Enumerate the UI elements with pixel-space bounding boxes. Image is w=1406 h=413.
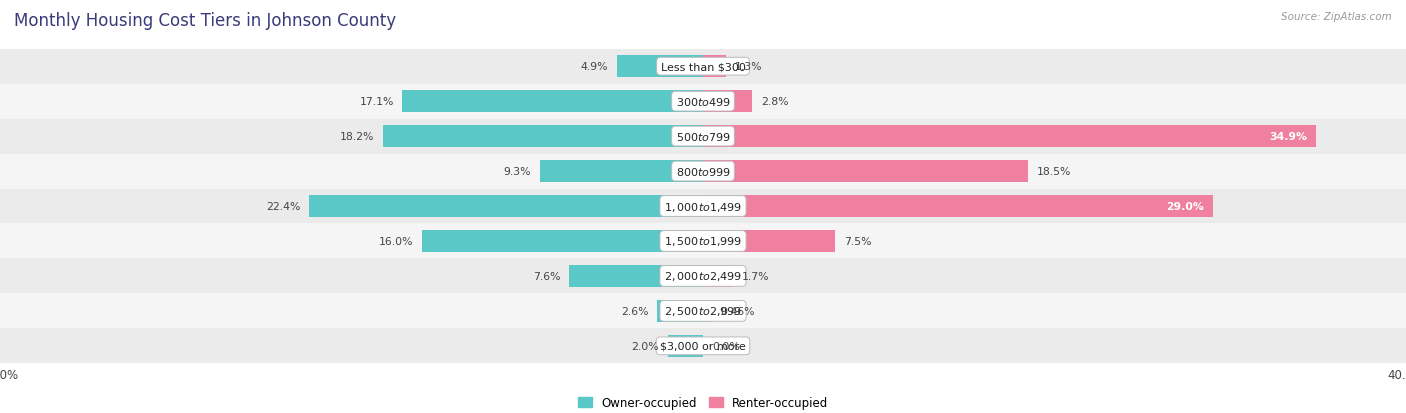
Bar (402, 91, 703, 113)
Bar (703, 196, 1212, 217)
Text: 34.9%: 34.9% (1270, 132, 1308, 142)
Text: 1.7%: 1.7% (742, 271, 769, 281)
Text: $1,500 to $1,999: $1,500 to $1,999 (664, 235, 742, 248)
Text: $2,500 to $2,999: $2,500 to $2,999 (664, 305, 742, 318)
Bar (617, 56, 703, 78)
Text: $300 to $499: $300 to $499 (675, 96, 731, 108)
Text: 7.6%: 7.6% (533, 271, 561, 281)
Bar (703, 56, 725, 78)
Text: $800 to $999: $800 to $999 (675, 166, 731, 178)
Bar (0, 224, 1406, 259)
Text: Monthly Housing Cost Tiers in Johnson County: Monthly Housing Cost Tiers in Johnson Co… (14, 12, 396, 30)
Text: $2,000 to $2,499: $2,000 to $2,499 (664, 270, 742, 283)
Text: Source: ZipAtlas.com: Source: ZipAtlas.com (1281, 12, 1392, 22)
Text: 7.5%: 7.5% (844, 236, 872, 247)
Bar (422, 230, 703, 252)
Text: $3,000 or more: $3,000 or more (661, 341, 745, 351)
Text: 0.0%: 0.0% (711, 341, 740, 351)
Bar (0, 259, 1406, 294)
Bar (668, 335, 703, 357)
Text: 17.1%: 17.1% (360, 97, 394, 107)
Bar (569, 266, 703, 287)
Text: 9.3%: 9.3% (503, 166, 531, 177)
Text: 0.46%: 0.46% (720, 306, 755, 316)
Bar (703, 266, 733, 287)
Bar (540, 161, 703, 183)
Bar (703, 91, 752, 113)
Legend: Owner-occupied, Renter-occupied: Owner-occupied, Renter-occupied (572, 392, 834, 413)
Bar (703, 300, 711, 322)
Text: 18.5%: 18.5% (1038, 166, 1071, 177)
Bar (0, 119, 1406, 154)
Bar (0, 329, 1406, 363)
Bar (309, 196, 703, 217)
Bar (0, 294, 1406, 329)
Bar (0, 154, 1406, 189)
Text: 4.9%: 4.9% (581, 62, 609, 72)
Bar (382, 126, 703, 147)
Text: Less than $300: Less than $300 (661, 62, 745, 72)
Text: 2.8%: 2.8% (761, 97, 789, 107)
Bar (0, 84, 1406, 119)
Text: 2.0%: 2.0% (631, 341, 659, 351)
Bar (0, 189, 1406, 224)
Text: $500 to $799: $500 to $799 (675, 131, 731, 143)
Text: 16.0%: 16.0% (378, 236, 413, 247)
Bar (0, 50, 1406, 84)
Text: 1.3%: 1.3% (734, 62, 762, 72)
Text: 2.6%: 2.6% (621, 306, 648, 316)
Text: 22.4%: 22.4% (266, 202, 301, 211)
Text: 29.0%: 29.0% (1166, 202, 1204, 211)
Bar (703, 126, 1316, 147)
Text: $1,000 to $1,499: $1,000 to $1,499 (664, 200, 742, 213)
Text: 18.2%: 18.2% (340, 132, 374, 142)
Bar (657, 300, 703, 322)
Bar (703, 161, 1028, 183)
Bar (703, 230, 835, 252)
